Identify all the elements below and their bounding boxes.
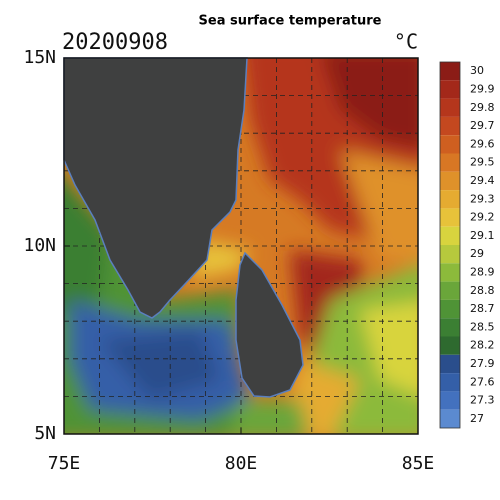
colorbar-label: 28.5 (470, 320, 495, 333)
unit: °C (394, 30, 418, 54)
colorbar-swatch (440, 190, 460, 209)
colorbar-swatch (440, 391, 460, 410)
colorbar-label: 29.4 (470, 174, 495, 187)
colorbar-label: 28.7 (470, 302, 495, 315)
colorbar-swatch (440, 245, 460, 264)
title: Sea surface temperature (199, 14, 382, 29)
lon-label: 85E (402, 453, 435, 474)
land (63, 57, 304, 398)
colorbar-swatch (440, 62, 460, 81)
colorbar-label: 29.1 (470, 229, 495, 242)
colorbar-swatch (440, 409, 460, 428)
colorbar-swatch (440, 318, 460, 337)
colorbar-label: 27.9 (470, 357, 495, 370)
colorbar-label: 27 (470, 412, 484, 425)
colorbar-label: 27.6 (470, 375, 495, 388)
colorbar-swatch (440, 354, 460, 374)
colorbar-label: 29.9 (470, 82, 495, 95)
colorbar-label: 29.6 (470, 137, 495, 150)
axes: 75E 80E 85E 15N 10N 5N (23, 47, 434, 474)
colorbar-swatch (440, 336, 460, 355)
colorbar-swatch (440, 135, 460, 154)
colorbar-swatch (440, 373, 460, 392)
colorbar: 30 29.9 29.8 29.7 29.6 29.5 29.4 29.3 29.2 29.1 29… (439, 61, 495, 429)
colorbar-label: 29.7 (470, 119, 495, 132)
colorbar-swatch (440, 98, 460, 117)
colorbar-swatch (440, 299, 460, 319)
colorbar-swatch (440, 171, 460, 191)
colorbar-label: 29.2 (470, 211, 495, 224)
colorbar-swatch (440, 116, 460, 136)
colorbar-label: 29.5 (470, 156, 495, 169)
colorbar-swatch (440, 281, 460, 300)
lon-label: 75E (48, 453, 81, 474)
colorbar-label: 29 (470, 247, 484, 260)
colorbar-swatch (440, 80, 460, 99)
colorbar-swatch (440, 153, 460, 172)
colorbar-swatch (440, 208, 460, 227)
colorbar-swatch (440, 226, 460, 245)
colorbar-label: 29.8 (470, 101, 495, 114)
lat-label: 5N (34, 423, 56, 444)
date: 20200908 (62, 30, 168, 55)
colorbar-label: 30 (470, 64, 484, 77)
lat-label: 15N (23, 47, 56, 68)
lat-label: 10N (23, 235, 56, 256)
colorbar-frame (439, 61, 461, 429)
colorbar-swatch (440, 263, 460, 282)
colorbar-label: 28.8 (470, 284, 495, 297)
lon-label: 80E (225, 453, 258, 474)
colorbar-label: 27.3 (470, 394, 495, 407)
colorbar-label: 28.2 (470, 339, 495, 352)
colorbar-label: 28.9 (470, 265, 495, 278)
colorbar-label: 29.3 (470, 192, 495, 205)
